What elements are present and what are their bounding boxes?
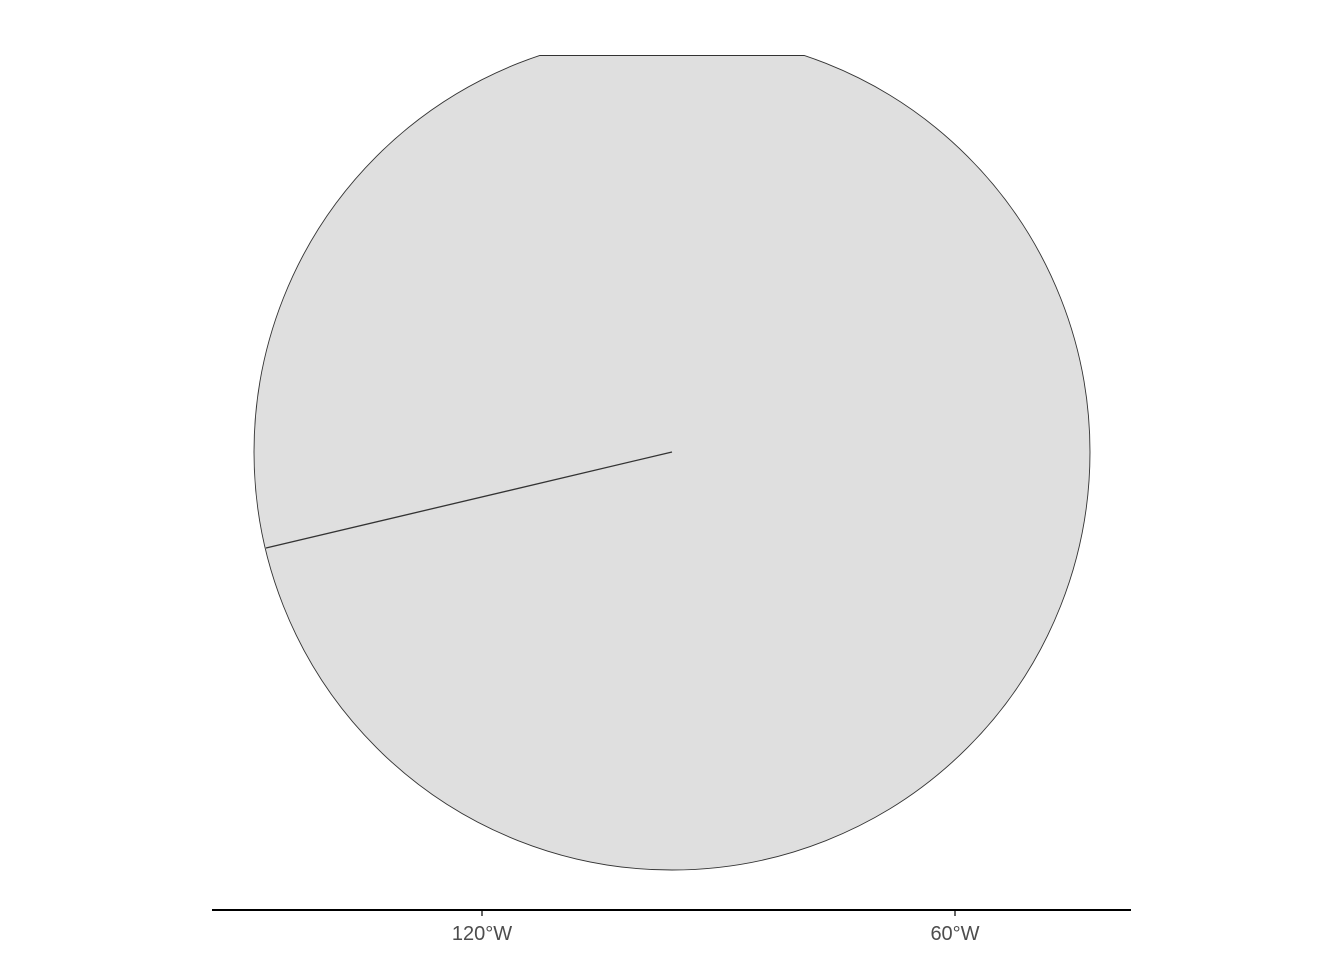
x-axis-ticks: 120°W 60°W [452, 910, 980, 945]
meridian-seam-line [265, 451, 673, 549]
x-tick-label: 120°W [452, 923, 512, 945]
x-tick-label: 60°W [930, 923, 979, 945]
polar-landmass [253, 55, 1091, 871]
